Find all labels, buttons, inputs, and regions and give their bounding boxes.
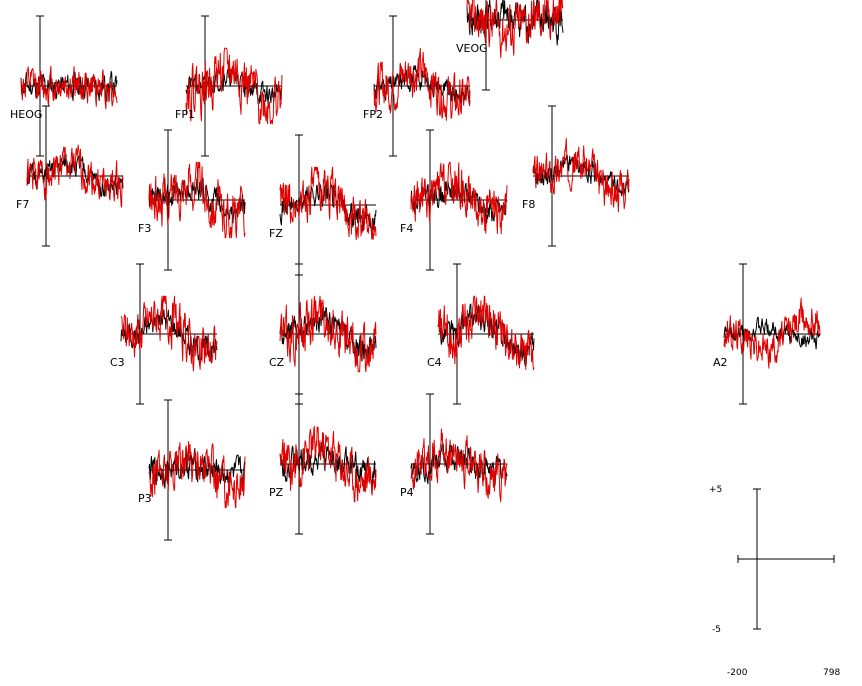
channel-label: A2 bbox=[713, 356, 728, 369]
trace-fz-b bbox=[279, 166, 377, 241]
channel-label: PZ bbox=[269, 486, 284, 499]
trace-f3-a bbox=[148, 176, 246, 224]
scale-bar-y-top-label: +5 bbox=[709, 485, 722, 495]
trace-f3-b bbox=[148, 161, 246, 239]
channel-plot-p3: P3 bbox=[138, 399, 246, 541]
channel-plot-pz: PZ bbox=[269, 393, 377, 535]
scale-bar-x-right-label: 798 bbox=[823, 668, 840, 678]
channel-label: F3 bbox=[138, 222, 151, 235]
channel-plot-c4: C4 bbox=[427, 263, 535, 405]
trace-fp1-b bbox=[185, 47, 283, 125]
channel-label: P4 bbox=[400, 486, 414, 499]
trace-f8-b bbox=[532, 137, 630, 213]
trace-c3-b bbox=[120, 295, 218, 372]
channel-label: F4 bbox=[400, 222, 413, 235]
channel-plot-veog: VEOG bbox=[456, 0, 564, 91]
trace-heog-b bbox=[20, 65, 118, 110]
channel-label: P3 bbox=[138, 492, 152, 505]
trace-veog-b bbox=[466, 0, 564, 59]
channel-plot-a2: A2 bbox=[713, 263, 821, 405]
channel-plot-fz: FZ bbox=[269, 134, 377, 276]
channel-label: C4 bbox=[427, 356, 442, 369]
channel-plot-f7: F7 bbox=[16, 105, 124, 247]
channel-plot-cz: CZ bbox=[269, 263, 377, 405]
channel-label: CZ bbox=[269, 356, 285, 369]
channel-label: F8 bbox=[522, 198, 535, 211]
channel-plot-f8: F8 bbox=[522, 105, 630, 247]
channels-layer: HEOG FP1 FP2 VEOG F7 F3 FZ F4 F8 C3 CZ C4 A2 P3 PZ P4 bbox=[10, 0, 821, 541]
trace-a2-b bbox=[723, 297, 821, 369]
scale-bar-y-bottom-label: -5 bbox=[712, 625, 721, 635]
channel-label: FP1 bbox=[175, 108, 195, 121]
channel-label: VEOG bbox=[456, 42, 488, 55]
scale-bar: +5 -5 -200 798 bbox=[709, 485, 840, 678]
channel-plot-heog: HEOG bbox=[10, 15, 118, 157]
channel-plot-c3: C3 bbox=[110, 263, 218, 405]
trace-p4-b bbox=[410, 428, 508, 503]
channel-label: F7 bbox=[16, 198, 29, 211]
channel-plot-f4: F4 bbox=[400, 129, 508, 271]
channel-label: FP2 bbox=[363, 108, 383, 121]
trace-a2-a bbox=[723, 316, 821, 350]
trace-f7-b bbox=[26, 144, 124, 208]
trace-pz-b bbox=[279, 425, 377, 503]
channel-plot-fp2: FP2 bbox=[363, 15, 471, 157]
channel-label: HEOG bbox=[10, 108, 42, 121]
channel-label: FZ bbox=[269, 227, 283, 240]
channel-plot-fp1: FP1 bbox=[175, 15, 283, 157]
channel-plot-p4: P4 bbox=[400, 393, 508, 535]
trace-f4-b bbox=[410, 161, 508, 235]
scale-bar-x-left-label: -200 bbox=[727, 668, 748, 678]
channel-plot-f3: F3 bbox=[138, 129, 246, 271]
trace-cz-b bbox=[279, 295, 377, 373]
trace-fp2-b bbox=[373, 47, 471, 121]
trace-p3-b bbox=[148, 441, 246, 509]
trace-c4-b bbox=[437, 295, 535, 371]
channel-label: C3 bbox=[110, 356, 125, 369]
